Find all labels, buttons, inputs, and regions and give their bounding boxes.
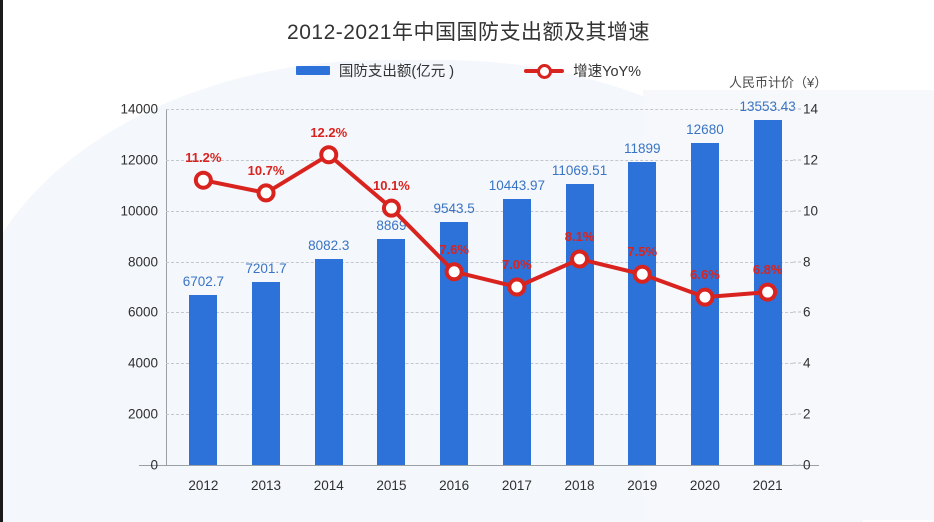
legend-bar-swatch-icon — [295, 66, 330, 75]
left-axis-tick-label: 6000 — [127, 304, 158, 320]
right-axis-tickmark — [793, 210, 801, 212]
line-marker[interactable] — [570, 249, 590, 269]
right-axis-tickmark — [793, 413, 801, 415]
right-axis-tick-label: 6 — [803, 304, 811, 320]
right-axis-ticks: 0 2 4 6 8 10 12 14 — [793, 102, 843, 473]
left-axis-tick-label: 12000 — [120, 152, 158, 168]
line-marker[interactable] — [632, 264, 652, 284]
x-axis-label: 2016 — [439, 478, 470, 493]
x-axis-labels: 2012 2013 2014 2015 2016 2017 2018 2019 2020 2021 — [166, 478, 793, 498]
line-marker[interactable] — [381, 198, 401, 218]
left-axis-tick-label: 10000 — [120, 203, 158, 219]
line-marker[interactable] — [695, 287, 715, 307]
x-axis-label: 2021 — [752, 478, 783, 493]
x-axis-line — [139, 465, 819, 466]
right-axis-tickmark — [793, 464, 801, 466]
right-axis-tick-label: 10 — [803, 203, 819, 219]
line-marker[interactable] — [507, 277, 527, 297]
right-axis-tickmark — [793, 362, 801, 364]
left-axis-tick-label: 0 — [150, 457, 158, 473]
right-axis-tick-label: 0 — [803, 457, 811, 473]
right-axis-tick-label: 8 — [803, 254, 811, 270]
right-axis-tick-label: 12 — [803, 152, 819, 168]
line-marker[interactable] — [758, 282, 778, 302]
left-axis-tick-label: 14000 — [120, 101, 158, 117]
right-axis-tickmark — [793, 261, 801, 263]
legend-item-bar-series[interactable]: 国防支出额(亿元 ) — [295, 60, 455, 81]
x-axis-label: 2014 — [313, 478, 344, 493]
right-axis-tickmark — [793, 159, 801, 161]
line-series — [193, 145, 778, 307]
left-axis-ticks: 0 2000 4000 6000 8000 10000 12000 14000 — [98, 102, 158, 473]
right-axis-tickmark — [793, 311, 801, 313]
legend-line-marker-icon — [524, 63, 565, 79]
line-marker[interactable] — [256, 183, 276, 203]
x-axis-label: 2018 — [564, 478, 595, 493]
left-axis-tick-label: 8000 — [127, 254, 158, 270]
x-axis-label: 2019 — [627, 478, 658, 493]
legend-label-line-series: 增速YoY% — [573, 64, 642, 80]
right-axis-tick-label: 4 — [803, 355, 811, 371]
right-axis-tickmark — [793, 108, 801, 110]
x-axis-label: 2015 — [376, 478, 407, 493]
x-axis-label: 2020 — [689, 478, 720, 493]
line-marker[interactable] — [444, 262, 464, 282]
right-axis-tick-label: 14 — [803, 101, 819, 117]
left-axis-tick-label: 4000 — [127, 355, 158, 371]
x-axis-label: 2012 — [188, 478, 219, 493]
line-path — [201, 152, 770, 300]
x-axis-label: 2017 — [501, 478, 532, 493]
right-axis-tick-label: 2 — [803, 406, 811, 422]
legend-label-bar-series: 国防支出额(亿元 ) — [338, 64, 455, 80]
left-axis-tick-label: 2000 — [127, 406, 158, 422]
legend-item-line-series[interactable]: 增速YoY% — [524, 60, 641, 81]
line-marker[interactable] — [193, 170, 213, 190]
x-axis-label: 2013 — [251, 478, 282, 493]
line-marker[interactable] — [319, 145, 339, 165]
chart-title: 2012-2021年中国国防支出额及其增速 — [287, 21, 650, 44]
currency-unit-note: 人民币计价（¥） — [729, 75, 828, 90]
